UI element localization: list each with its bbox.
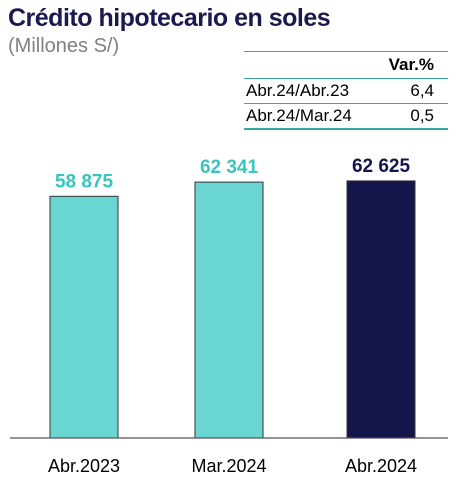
variation-table-header-row: Var.% [244,51,448,79]
variation-value: 0,5 [375,103,448,130]
variation-period: Abr.24/Abr.23 [244,78,376,104]
data-label: 58 875 [55,171,114,192]
data-label: 62 341 [200,157,259,178]
chart-title: Crédito hipotecario en soles [8,4,331,32]
x-tick-label: Mar.2024 [191,456,266,476]
variation-value: 6,4 [375,78,448,104]
bar [49,195,119,439]
bar [194,181,264,439]
variation-period: Abr.24/Mar.24 [244,103,376,130]
variation-row: Abr.24/Mar.24 0,5 [244,103,448,130]
variation-row: Abr.24/Abr.23 6,4 [244,78,448,104]
chart-subtitle: (Millones S/) [8,35,120,57]
data-label: 62 625 [352,156,411,177]
bar [346,180,416,439]
variation-table: Var.% Abr.24/Abr.23 6,4 Abr.24/Mar.24 0,… [244,51,448,130]
x-tick-label: Abr.2024 [345,456,417,476]
x-tick-label: Abr.2023 [48,456,120,476]
variation-table-corner [244,51,376,79]
variation-header: Var.% [375,51,448,79]
